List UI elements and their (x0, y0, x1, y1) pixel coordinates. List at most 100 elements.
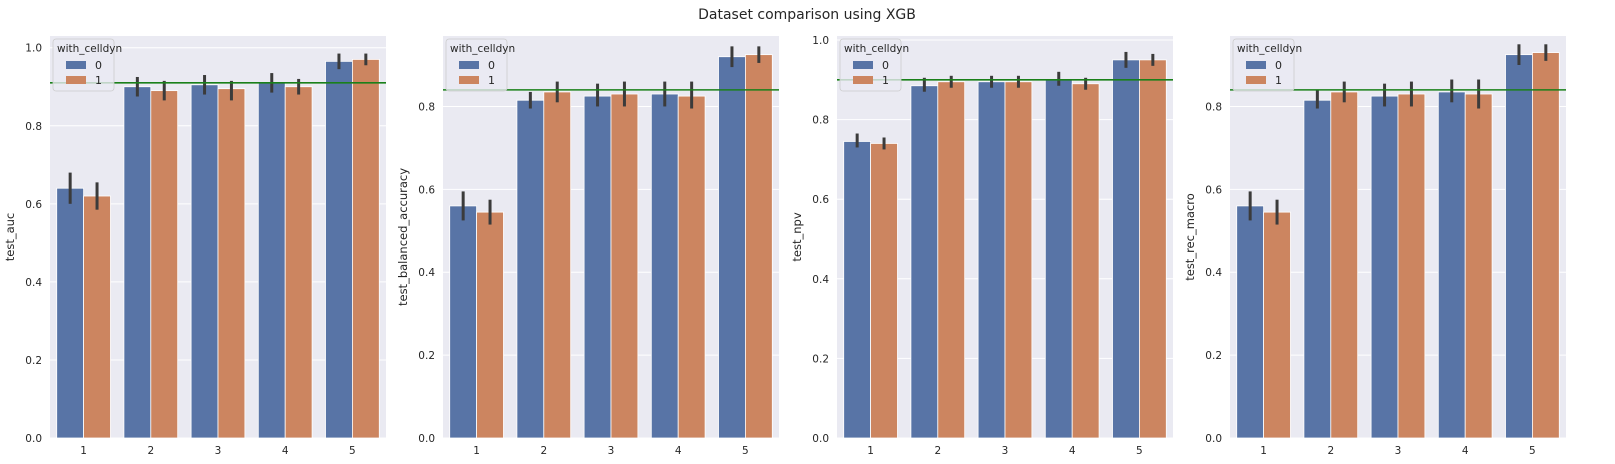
subplots: 0.0 0.2 0.4 0.6 0.8 1.0 test_auc 1 2 3 4 5 with_cell… (3, 35, 1566, 457)
legend-label-0: 0 (1275, 59, 1282, 72)
bar-series-0-cat-4 (1437, 91, 1466, 439)
legend-label-1: 1 (488, 74, 495, 87)
y-tick-label: 0.2 (812, 353, 829, 365)
bar-series-1-cat-3 (1397, 93, 1426, 439)
bar-series-0-cat-1 (449, 205, 478, 439)
bar-series-0-cat-5 (325, 60, 353, 439)
y-axis-label: test_rec_macro (1183, 193, 1197, 281)
bar-series-0-cat-2 (123, 86, 152, 439)
x-tick-label: 3 (1395, 445, 1402, 457)
x-tick-label: 1 (80, 445, 87, 457)
y-tick-label: 0.2 (1205, 350, 1222, 362)
x-tick-label: 1 (473, 445, 480, 457)
bar-series-1-cat-1 (476, 211, 504, 439)
bar-series-1-cat-2 (1330, 91, 1359, 439)
y-axis-label: test_balanced_accuracy (396, 168, 410, 306)
legend: with_celldyn 0 1 (445, 38, 515, 92)
bar-series-1-cat-4 (1071, 83, 1100, 439)
legend-title: with_celldyn (1237, 43, 1302, 55)
legend-title: with_celldyn (57, 43, 122, 55)
y-tick-label: 1.0 (812, 35, 829, 47)
legend-label-1: 1 (95, 74, 102, 87)
subplot-2: 0.0 0.2 0.4 0.6 0.8 test_balanced_accuracy 1 2 3… (396, 36, 779, 457)
legend-swatch-0 (1246, 61, 1266, 69)
bar-series-0-cat-3 (1370, 95, 1399, 439)
x-tick-label: 2 (147, 445, 154, 457)
bar-series-1-cat-4 (1464, 93, 1493, 439)
y-tick-label: 0.6 (25, 199, 42, 211)
bar-series-0-cat-2 (1303, 99, 1332, 439)
bar-series-1-cat-4 (677, 95, 706, 439)
bar-series-0-cat-1 (56, 187, 85, 439)
x-tick-label: 3 (215, 445, 222, 457)
y-tick-label: 0.8 (418, 101, 435, 113)
y-tick-label: 0.4 (812, 274, 829, 286)
y-tick-label: 0.8 (812, 115, 829, 127)
bar-series-1-cat-4 (284, 86, 313, 439)
y-tick-label: 0.0 (418, 433, 435, 445)
legend-swatch-1 (853, 76, 873, 84)
bar-series-0-cat-3 (190, 84, 219, 439)
subplot-1: 0.0 0.2 0.4 0.6 0.8 1.0 test_auc 1 2 3 4 5 with_cell… (3, 36, 386, 457)
bar-series-1-cat-1 (1263, 211, 1291, 439)
legend: with_celldyn 0 1 (839, 38, 909, 92)
bar-series-0-cat-1 (843, 141, 871, 439)
bar-series-0-cat-2 (910, 85, 939, 439)
bar-series-1-cat-3 (1004, 81, 1033, 439)
bar-series-0-cat-1 (1236, 205, 1264, 439)
bar-series-0-cat-5 (1112, 59, 1140, 439)
x-tick-label: 1 (867, 445, 874, 457)
legend-swatch-0 (66, 61, 86, 69)
y-tick-label: 0.8 (1205, 101, 1222, 113)
x-tick-label: 4 (675, 445, 682, 457)
y-tick-label: 0.2 (418, 350, 435, 362)
bar-series-1-cat-5 (1139, 59, 1167, 439)
y-axis-label: test_npv (790, 212, 804, 261)
bar-series-0-cat-4 (257, 82, 286, 439)
x-tick-label: 5 (1136, 445, 1143, 457)
legend-title: with_celldyn (450, 43, 515, 55)
x-tick-label: 5 (1529, 445, 1536, 457)
y-tick-label: 1.0 (25, 43, 42, 55)
y-axis-label: test_auc (3, 213, 17, 262)
bar-series-1-cat-5 (745, 54, 773, 439)
x-tick-label: 4 (1462, 445, 1469, 457)
x-tick-label: 5 (349, 445, 356, 457)
x-tick-label: 3 (608, 445, 615, 457)
bar-series-1-cat-3 (217, 88, 246, 439)
legend-swatch-1 (459, 76, 479, 84)
legend-label-1: 1 (882, 74, 889, 87)
legend: with_celldyn 0 1 (1232, 38, 1302, 92)
x-tick-label: 1 (1260, 445, 1267, 457)
legend-label-1: 1 (1275, 74, 1282, 87)
bar-series-0-cat-4 (1044, 79, 1073, 439)
bar-series-0-cat-4 (650, 93, 679, 439)
legend-swatch-0 (853, 61, 873, 69)
figure-title: Dataset comparison using XGB (698, 7, 916, 23)
x-tick-label: 2 (540, 445, 547, 457)
x-tick-label: 4 (282, 445, 289, 457)
bar-series-1-cat-5 (351, 59, 380, 439)
y-tick-label: 0.6 (812, 194, 829, 206)
subplot-3: 0.0 0.2 0.4 0.6 0.8 1.0 test_npv 1 2 3 4 5 with_cell… (790, 35, 1173, 457)
y-tick-label: 0.2 (25, 355, 42, 367)
y-tick-label: 0.0 (1205, 433, 1222, 445)
y-tick-label: 0.0 (25, 433, 42, 445)
x-tick-label: 4 (1069, 445, 1076, 457)
bar-series-1-cat-2 (150, 90, 179, 439)
y-tick-label: 0.6 (1205, 184, 1222, 196)
y-tick-label: 0.6 (418, 184, 435, 196)
bar-series-0-cat-2 (516, 99, 545, 439)
bar-series-1-cat-2 (543, 91, 572, 439)
subplot-4: 0.0 0.2 0.4 0.6 0.8 test_rec_macro 1 2 3 4 5 with_c… (1183, 36, 1566, 457)
x-tick-label: 2 (1327, 445, 1334, 457)
legend-title: with_celldyn (844, 43, 909, 55)
x-tick-label: 2 (934, 445, 941, 457)
bar-series-0-cat-5 (1505, 54, 1533, 439)
bar-series-1-cat-2 (937, 81, 966, 439)
y-tick-label: 0.4 (418, 267, 435, 279)
bar-series-1-cat-1 (83, 195, 111, 439)
bar-series-1-cat-5 (1532, 52, 1560, 439)
bar-series-1-cat-1 (870, 143, 898, 439)
